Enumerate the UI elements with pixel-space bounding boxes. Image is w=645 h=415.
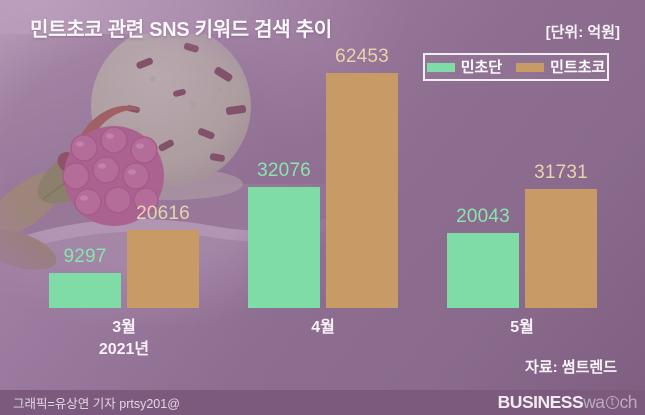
bar-column: 31731 <box>525 163 597 308</box>
legend-swatch-choco <box>516 62 545 72</box>
legend-label: 민초단 <box>460 58 503 76</box>
legend-swatch-mint <box>426 62 455 72</box>
value-label-mintchoco: 62453 <box>335 46 389 67</box>
mint-leaf-lower <box>0 228 57 270</box>
chocolate-curl <box>77 105 140 172</box>
x-axis-label: 3월 <box>112 319 136 336</box>
bar-minchodan <box>248 187 320 308</box>
value-label-minchodan: 32076 <box>257 160 311 181</box>
bar-plot: 9297 20616 3월 2021년 32076 62453 4월 20043 31731 5월 <box>49 47 597 358</box>
legend-item-mintchoco: 민트초코 <box>516 60 605 75</box>
bar-group: 20043 31731 5월 <box>447 163 597 336</box>
x-axis-label: 5월 <box>510 319 534 336</box>
logo-wa: wa <box>583 391 605 412</box>
credit-label: 그래픽=유상연 기자 prtsy201@ <box>13 397 180 411</box>
raspberry <box>62 126 164 226</box>
bar-minchodan <box>49 273 121 308</box>
bar-column: 20043 <box>447 207 519 308</box>
value-label-mintchoco: 31731 <box>534 162 588 183</box>
value-label-minchodan: 20043 <box>456 206 510 227</box>
x-axis-label: 4월 <box>311 319 335 336</box>
logo-business-text: BUSINESS <box>497 391 584 412</box>
bar-mintchoco <box>326 73 398 308</box>
unit-label: [단위: 억원] <box>545 24 620 41</box>
value-label-minchodan: 9297 <box>63 246 107 267</box>
legend-box: 민초단 민트초코 <box>423 53 609 81</box>
bar-group: 9297 20616 3월 2021년 <box>49 204 199 358</box>
mint-flecks <box>135 76 223 132</box>
legend-item-minchodan: 민초단 <box>426 58 503 76</box>
logo-watch-text: wa t ch <box>583 391 638 412</box>
value-label-mintchoco: 20616 <box>136 203 190 224</box>
bar-column: 9297 <box>49 247 121 308</box>
bar-minchodan <box>447 233 519 308</box>
businesswatch-logo: BUSINESS wa t ch <box>497 391 638 412</box>
footer-band: 그래픽=유상연 기자 prtsy201@ BUSINESS wa t ch <box>0 390 645 415</box>
bar-column: 32076 <box>248 161 320 308</box>
bar-column: 20616 <box>127 204 199 308</box>
legend-label: 민트초코 <box>550 58 606 76</box>
logo-circled-t: t <box>605 396 619 409</box>
bar-group: 32076 62453 4월 <box>248 47 398 336</box>
x-axis-year-label: 2021년 <box>98 341 150 358</box>
bar-mintchoco <box>525 189 597 308</box>
page-title: 민트초코 관련 SNS 키워드 검색 추이 <box>30 19 332 41</box>
bar-mintchoco <box>127 230 199 308</box>
bar-column: 62453 <box>326 47 398 308</box>
source-label: 자료: 썸트렌드 <box>525 359 617 376</box>
logo-ch: ch <box>619 391 638 412</box>
chocolate-chips <box>126 42 247 162</box>
